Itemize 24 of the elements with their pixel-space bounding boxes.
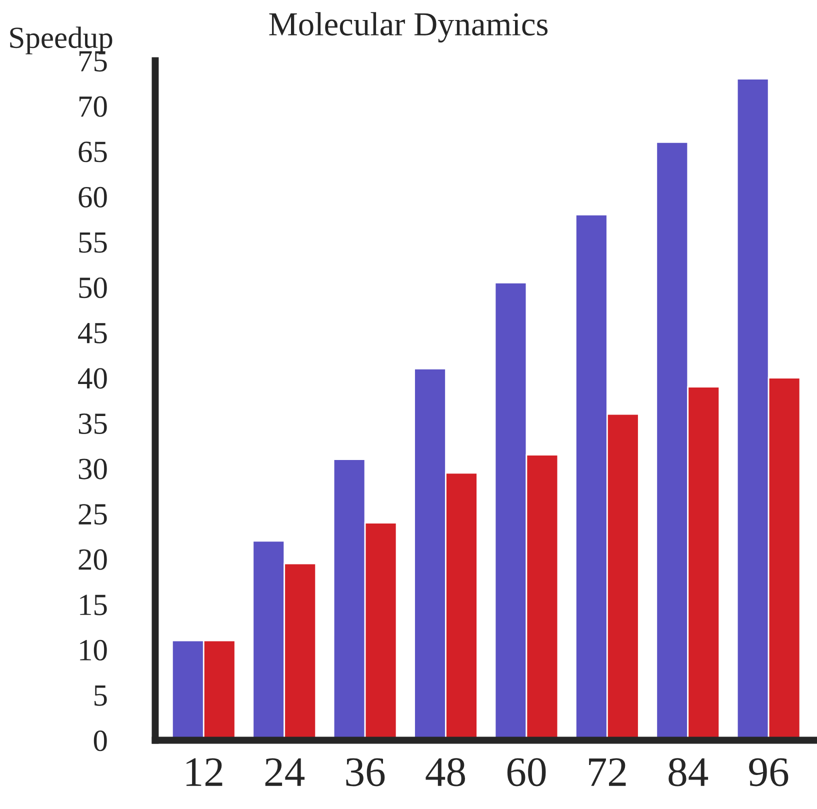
x-tick-label: 96	[749, 758, 788, 786]
y-tick-label: 30	[78, 458, 107, 480]
y-tick-label: 15	[80, 594, 107, 616]
y-tick-label: 60	[78, 186, 107, 208]
y-tick-label: 40	[78, 368, 107, 389]
x-tick-label: 36	[346, 758, 385, 786]
x-tick-label: 48	[426, 758, 466, 786]
y-tick-label: 45	[78, 322, 107, 344]
x-tick-label: 24	[265, 758, 305, 786]
y-tick-label: 20	[78, 549, 107, 570]
y-tick-label: 65	[78, 142, 107, 162]
y-tick-label: 0	[94, 730, 107, 752]
x-tick-label: 60	[507, 758, 546, 786]
y-tick-label: 25	[78, 504, 107, 525]
chart-title: Molecular Dynamics	[269, 12, 548, 42]
y-tick-label: 10	[80, 640, 107, 661]
x-tick-label: 12	[186, 758, 222, 786]
y-tick-label: 70	[79, 96, 107, 117]
y-tick-label: 50	[79, 277, 107, 298]
x-tick-label: 72	[589, 758, 626, 786]
y-tick-label: 35	[78, 413, 107, 434]
y-tick-label: 55	[79, 232, 107, 253]
y-tick-label: 5	[94, 686, 107, 706]
x-tick-label: 84	[668, 758, 708, 786]
